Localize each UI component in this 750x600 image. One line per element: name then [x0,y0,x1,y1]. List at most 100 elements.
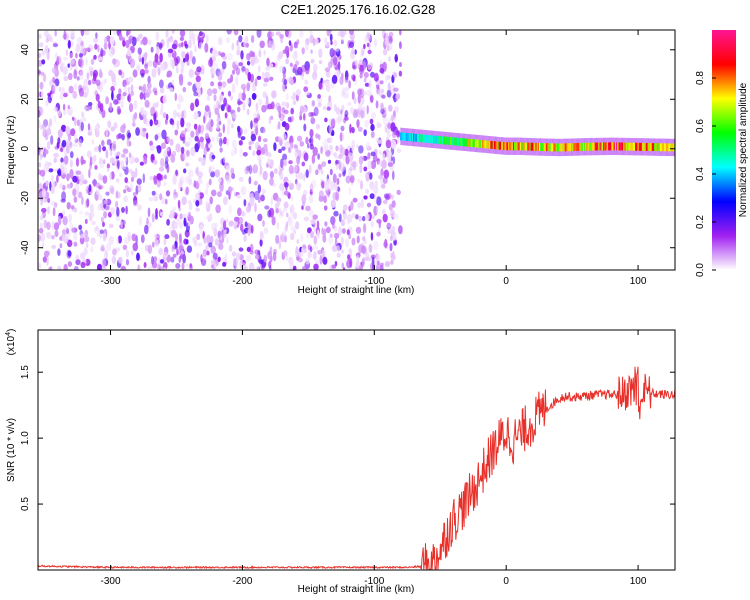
heatmap-noise-cell [244,166,250,175]
heatmap-noise-cell [387,150,392,160]
heatmap-noise-cell [288,256,293,265]
heatmap-noise-cell [160,157,165,168]
heatmap-noise-cell [334,232,340,239]
heatmap-noise-cell [363,166,368,172]
heatmap-noise-cell [120,125,126,133]
heatmap-noise-cell [75,52,78,59]
heatmap-signal-cell [525,142,528,151]
heatmap-noise-cell [195,200,200,207]
heatmap-noise-cell [264,149,269,157]
heatmap-signal-cell [552,143,554,152]
heatmap-noise-cell [252,150,256,157]
heatmap-noise-cell [381,159,387,169]
heatmap-noise-cell [268,40,274,48]
heatmap-signal-cell [599,142,602,151]
heatmap-noise-cell [139,57,143,63]
heatmap-noise-cell [295,94,299,102]
heatmap-noise-cell [285,58,290,65]
heatmap-signal-cell [572,143,575,152]
heatmap-signal-cell [636,142,639,151]
heatmap-noise-cell [80,261,86,269]
heatmap-noise-cell [387,162,393,167]
heatmap-noise-cell [45,128,52,136]
heatmap-noise-cell [387,228,393,234]
heatmap-noise-cell [281,146,286,151]
heatmap-noise-cell [389,242,393,252]
heatmap-noise-cell [93,37,99,43]
heatmap-signal-cell [598,142,601,151]
heatmap-noise-cell [242,101,246,111]
heatmap-noise-cell [53,157,58,163]
heatmap-noise-cell [137,204,142,211]
heatmap-noise-cell [259,194,265,202]
heatmap-noise-cell [144,99,150,108]
heatmap-noise-cell [205,187,209,196]
heatmap-noise-cell [89,203,95,213]
heatmap-noise-cell [95,226,99,231]
heatmap-noise-cell [40,71,44,76]
spectrogram-heatmap [38,30,675,270]
heatmap-noise-cell [69,58,75,65]
heatmap-noise-cell [172,194,177,200]
heatmap-noise-cell [322,233,327,243]
heatmap-noise-cell [318,60,323,65]
heatmap-noise-cell [95,188,101,196]
heatmap-noise-cell [40,146,44,153]
heatmap-noise-cell [188,39,192,49]
heatmap-noise-cell [384,36,389,46]
heatmap-noise-cell [75,259,81,266]
heatmap-noise-cell [385,194,390,201]
heatmap-signal-cell [624,142,627,151]
heatmap-noise-cell [99,184,104,190]
heatmap-noise-cell [323,228,327,235]
heatmap-noise-cell [207,215,213,221]
heatmap-noise-cell [238,62,244,67]
heatmap-noise-cell [139,92,144,100]
heatmap-noise-cell [293,64,298,72]
heatmap-noise-cell [113,99,119,105]
heatmap-signal-cell [401,132,404,141]
spectrogram-ytick-label: 40 [20,44,31,56]
heatmap-signal-cell [628,142,630,151]
heatmap-signal-cell [489,140,492,149]
heatmap-noise-cell [322,79,325,85]
heatmap-noise-cell [366,257,372,262]
heatmap-signal-cell [533,142,535,151]
heatmap-noise-cell [49,265,53,270]
heatmap-noise-cell [185,176,191,184]
heatmap-noise-cell [63,30,67,41]
heatmap-signal-cell [446,136,449,145]
heatmap-signal-cell [662,143,665,152]
heatmap-noise-cell [46,51,50,61]
heatmap-noise-cell [108,236,114,245]
heatmap-noise-cell [110,46,115,55]
heatmap-noise-cell [250,133,257,142]
heatmap-noise-cell [167,136,171,143]
heatmap-noise-cell [386,89,392,98]
heatmap-signal-cell [461,138,464,147]
heatmap-noise-cell [120,160,125,169]
heatmap-noise-cell [382,48,388,56]
heatmap-signal-cell [578,143,581,151]
heatmap-noise-cell [250,35,255,43]
heatmap-signal-cell [600,142,603,151]
heatmap-noise-cell [68,85,74,94]
heatmap-noise-cell [245,35,249,43]
heatmap-noise-cell [368,243,373,253]
heatmap-noise-cell [222,257,228,263]
heatmap-noise-cell [329,181,336,191]
heatmap-signal-cell [428,135,431,143]
heatmap-noise-cell [387,122,391,129]
heatmap-noise-cell [76,187,79,198]
heatmap-noise-cell [129,181,134,192]
heatmap-signal-cell [514,142,516,151]
heatmap-noise-cell [59,147,63,152]
heatmap-noise-cell [53,106,58,112]
heatmap-noise-cell [276,54,281,62]
heatmap-noise-cell [394,53,398,63]
heatmap-noise-cell [180,146,185,154]
heatmap-signal-cell [460,138,463,146]
heatmap-noise-cell [88,102,93,107]
heatmap-noise-cell [142,173,145,184]
heatmap-signal-cell [537,143,540,151]
